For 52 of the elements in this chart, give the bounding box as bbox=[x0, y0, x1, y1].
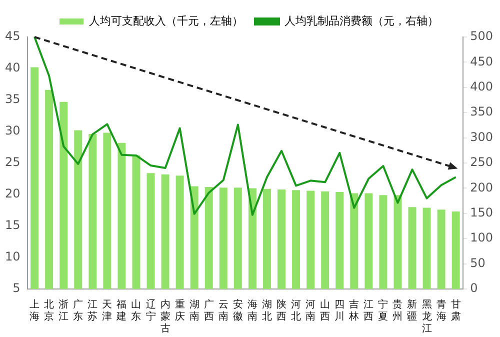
x-tick-label: 云南 bbox=[218, 300, 228, 323]
x-tick-label: 新疆 bbox=[407, 298, 418, 323]
x-tick-label: 重庆 bbox=[174, 298, 185, 323]
x-tick-label: 福建 bbox=[116, 298, 127, 323]
x-tick-label: 四川 bbox=[334, 300, 345, 323]
x-tick-label: 广西 bbox=[204, 298, 214, 323]
legend-label: 人均乳制品消费额（元，右轴） bbox=[284, 14, 438, 28]
y-tick-label: 30 bbox=[4, 124, 20, 138]
x-tick-label: 甘肃 bbox=[450, 298, 461, 323]
y2-tick-label: 150 bbox=[470, 206, 493, 220]
y2-tick-label: 0 bbox=[470, 281, 478, 296]
y2-tick-label: 450 bbox=[470, 54, 493, 68]
x-tick-label: 浙江 bbox=[58, 298, 69, 323]
x-tick-label: 广东 bbox=[73, 298, 84, 323]
x-tick-label: 青海 bbox=[436, 298, 446, 323]
x-tick-label: 内蒙古 bbox=[160, 298, 170, 335]
x-tick-label: 北京 bbox=[44, 298, 54, 323]
y2-tick-label: 500 bbox=[470, 29, 493, 44]
legend-label: 人均可支配收入（千元，左轴） bbox=[89, 14, 243, 28]
y-tick-label: 5 bbox=[12, 281, 20, 296]
x-tick-label: 湖南 bbox=[189, 298, 200, 323]
x-tick-label: 湖北 bbox=[262, 298, 272, 323]
y2-tick-label: 50 bbox=[470, 256, 486, 270]
x-tick-label: 江苏 bbox=[88, 298, 98, 323]
x-tick-label: 贵州 bbox=[392, 298, 403, 323]
y-tick-label: 20 bbox=[4, 186, 20, 201]
x-tick-label: 吉林 bbox=[348, 298, 360, 323]
y-tick-label: 45 bbox=[4, 29, 20, 44]
y2-tick-label: 400 bbox=[470, 80, 493, 94]
y-tick-label: 15 bbox=[4, 218, 20, 232]
x-tick-label: 山东 bbox=[131, 298, 142, 323]
x-tick-label: 海南 bbox=[247, 298, 258, 323]
y-tick-label: 10 bbox=[4, 250, 20, 264]
x-tick-label: 河北 bbox=[291, 298, 302, 323]
x-tick-label: 山西 bbox=[320, 298, 330, 323]
x-tick-label: 宁夏 bbox=[378, 298, 388, 323]
y2-tick-label: 300 bbox=[470, 130, 493, 144]
x-tick-label: 河南 bbox=[306, 298, 316, 323]
x-tick-label: 上海 bbox=[30, 298, 40, 323]
x-tick-label: 安徽 bbox=[232, 298, 243, 323]
x-tick-label: 江西 bbox=[364, 298, 374, 323]
y2-tick-label: 100 bbox=[470, 230, 493, 245]
y-tick-label: 25 bbox=[4, 155, 20, 170]
y2-tick-label: 200 bbox=[470, 180, 493, 194]
x-tick-label: 辽宁 bbox=[146, 298, 156, 323]
y2-tick-label: 350 bbox=[470, 104, 493, 119]
x-tick-label: 黑龙江 bbox=[422, 300, 432, 335]
x-tick-label: 天津 bbox=[102, 300, 112, 323]
x-tick-label: 陕西 bbox=[276, 298, 286, 323]
y-tick-label: 35 bbox=[4, 92, 20, 106]
y2-tick-label: 250 bbox=[470, 155, 493, 170]
y-tick-label: 40 bbox=[4, 60, 20, 75]
